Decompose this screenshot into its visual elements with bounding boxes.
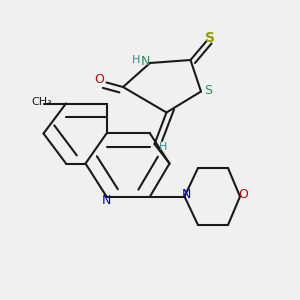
Text: N: N [141, 55, 150, 68]
Text: N: N [102, 194, 111, 208]
Text: H: H [132, 55, 141, 65]
Text: CH₃: CH₃ [32, 97, 52, 107]
Text: O: O [94, 73, 104, 86]
Text: N: N [181, 188, 191, 202]
Text: O: O [238, 188, 248, 202]
Text: S: S [205, 83, 212, 97]
Text: S: S [205, 31, 215, 44]
Text: H: H [159, 142, 168, 152]
